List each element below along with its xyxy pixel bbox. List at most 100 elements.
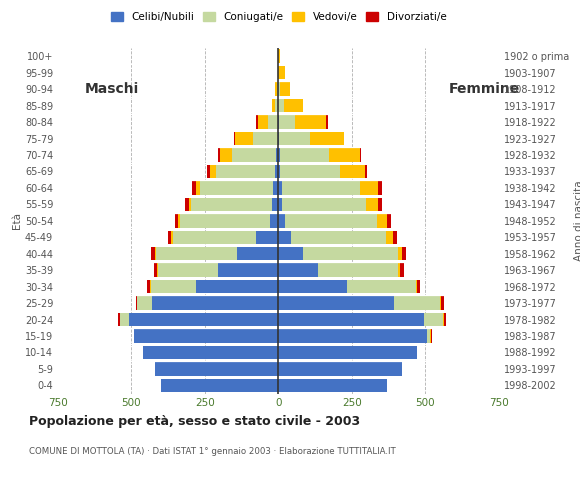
Bar xyxy=(343,132,344,145)
Bar xyxy=(256,115,258,129)
Bar xyxy=(417,280,420,293)
Bar xyxy=(278,280,347,293)
Bar xyxy=(273,181,278,194)
Bar xyxy=(154,264,157,277)
Bar xyxy=(218,148,220,162)
Bar xyxy=(253,132,278,145)
Bar xyxy=(175,214,178,228)
Bar xyxy=(424,313,443,326)
Bar xyxy=(276,99,278,112)
Bar xyxy=(178,214,180,228)
Bar xyxy=(268,115,278,129)
Legend: Celibi/Nubili, Coniugati/e, Vedovi/e, Divorziati/e: Celibi/Nubili, Coniugati/e, Vedovi/e, Di… xyxy=(106,8,451,26)
Bar xyxy=(416,280,417,293)
Bar xyxy=(360,181,378,194)
Bar xyxy=(303,247,398,261)
Bar xyxy=(431,329,432,343)
Bar xyxy=(427,329,430,343)
Bar xyxy=(216,165,275,178)
Bar xyxy=(196,181,200,194)
Bar xyxy=(394,296,440,310)
Bar xyxy=(398,264,400,277)
Bar xyxy=(444,313,446,326)
Bar xyxy=(318,264,398,277)
Bar xyxy=(232,148,276,162)
Bar xyxy=(282,198,365,211)
Bar xyxy=(234,132,235,145)
Bar xyxy=(220,148,232,162)
Bar xyxy=(200,181,273,194)
Bar xyxy=(441,296,444,310)
Bar xyxy=(278,296,394,310)
Bar xyxy=(218,264,278,277)
Bar xyxy=(278,198,282,211)
Bar xyxy=(278,264,318,277)
Bar xyxy=(278,346,417,359)
Bar xyxy=(278,115,279,129)
Bar xyxy=(401,247,406,261)
Bar xyxy=(155,362,278,376)
Bar xyxy=(185,198,189,211)
Bar xyxy=(278,49,280,63)
Bar xyxy=(270,214,278,228)
Bar xyxy=(157,264,158,277)
Bar xyxy=(386,230,393,244)
Bar xyxy=(278,99,284,112)
Bar xyxy=(430,329,431,343)
Bar xyxy=(129,313,278,326)
Y-axis label: Anno di nascita: Anno di nascita xyxy=(574,180,580,261)
Bar xyxy=(278,83,280,96)
Bar xyxy=(279,115,295,129)
Bar xyxy=(398,247,401,261)
Bar xyxy=(136,296,137,310)
Bar xyxy=(173,230,256,244)
Bar xyxy=(256,230,278,244)
Bar xyxy=(279,132,310,145)
Bar xyxy=(378,181,382,194)
Bar xyxy=(278,132,279,145)
Bar xyxy=(291,230,386,244)
Bar xyxy=(278,313,424,326)
Bar xyxy=(189,198,191,211)
Bar xyxy=(155,247,157,261)
Bar xyxy=(360,148,361,162)
Bar xyxy=(378,214,387,228)
Bar xyxy=(278,329,427,343)
Bar xyxy=(326,115,328,129)
Bar xyxy=(168,230,171,244)
Bar xyxy=(209,165,216,178)
Bar xyxy=(440,296,441,310)
Bar xyxy=(276,148,278,162)
Bar xyxy=(180,214,270,228)
Bar xyxy=(280,165,340,178)
Bar xyxy=(364,165,368,178)
Bar xyxy=(237,247,278,261)
Bar xyxy=(285,214,378,228)
Bar xyxy=(278,66,285,79)
Bar xyxy=(151,280,196,293)
Bar xyxy=(278,214,285,228)
Bar xyxy=(161,379,278,392)
Bar xyxy=(150,280,151,293)
Text: Femmine: Femmine xyxy=(449,83,520,96)
Bar xyxy=(278,148,280,162)
Bar xyxy=(137,296,152,310)
Bar xyxy=(278,230,291,244)
Bar xyxy=(278,181,282,194)
Bar xyxy=(282,181,360,194)
Bar xyxy=(258,115,268,129)
Bar xyxy=(196,280,278,293)
Bar xyxy=(152,296,278,310)
Bar xyxy=(443,313,444,326)
Bar xyxy=(393,230,397,244)
Bar xyxy=(295,115,326,129)
Bar xyxy=(171,230,173,244)
Bar xyxy=(277,83,278,96)
Bar xyxy=(400,264,404,277)
Bar xyxy=(329,148,360,162)
Y-axis label: Età: Età xyxy=(12,212,22,229)
Bar xyxy=(310,132,343,145)
Bar xyxy=(151,247,155,261)
Bar xyxy=(157,247,237,261)
Bar xyxy=(278,362,403,376)
